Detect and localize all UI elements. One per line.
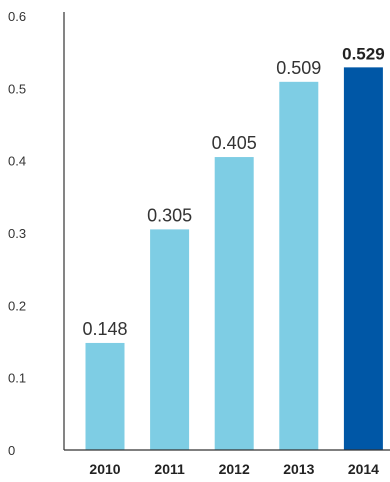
y-tick-label: 0 [8, 443, 15, 458]
data-label: 0.509 [276, 58, 321, 78]
x-tick-label: 2013 [283, 461, 314, 477]
x-tick-label: 2011 [154, 461, 185, 477]
bar-2011 [150, 229, 190, 450]
y-axis-tick-labels: 0 0.1 0.2 0.3 0.4 0.5 0.6 [8, 9, 26, 458]
bars [85, 67, 383, 451]
x-axis-tick-labels: 2010 2011 2012 2013 2014 [89, 461, 379, 477]
data-label: 0.148 [82, 319, 127, 339]
y-tick-label: 0.1 [8, 371, 26, 386]
x-tick-label: 2012 [219, 461, 250, 477]
bar-2013 [279, 81, 319, 450]
data-labels: 0.148 0.305 0.405 0.509 0.529 [82, 44, 384, 339]
bar-2012 [214, 157, 254, 451]
y-tick-label: 0.3 [8, 226, 26, 241]
data-label: 0.529 [342, 44, 385, 63]
y-tick-label: 0.4 [8, 154, 26, 169]
bar-2010 [85, 342, 125, 450]
data-label: 0.405 [212, 133, 257, 153]
data-label: 0.305 [147, 205, 192, 225]
y-tick-label: 0.5 [8, 81, 26, 96]
bar-2014 [343, 67, 383, 451]
y-tick-label: 0.2 [8, 298, 26, 313]
x-tick-label: 2014 [348, 461, 379, 477]
x-tick-label: 2010 [89, 461, 120, 477]
y-tick-label: 0.6 [8, 9, 26, 24]
